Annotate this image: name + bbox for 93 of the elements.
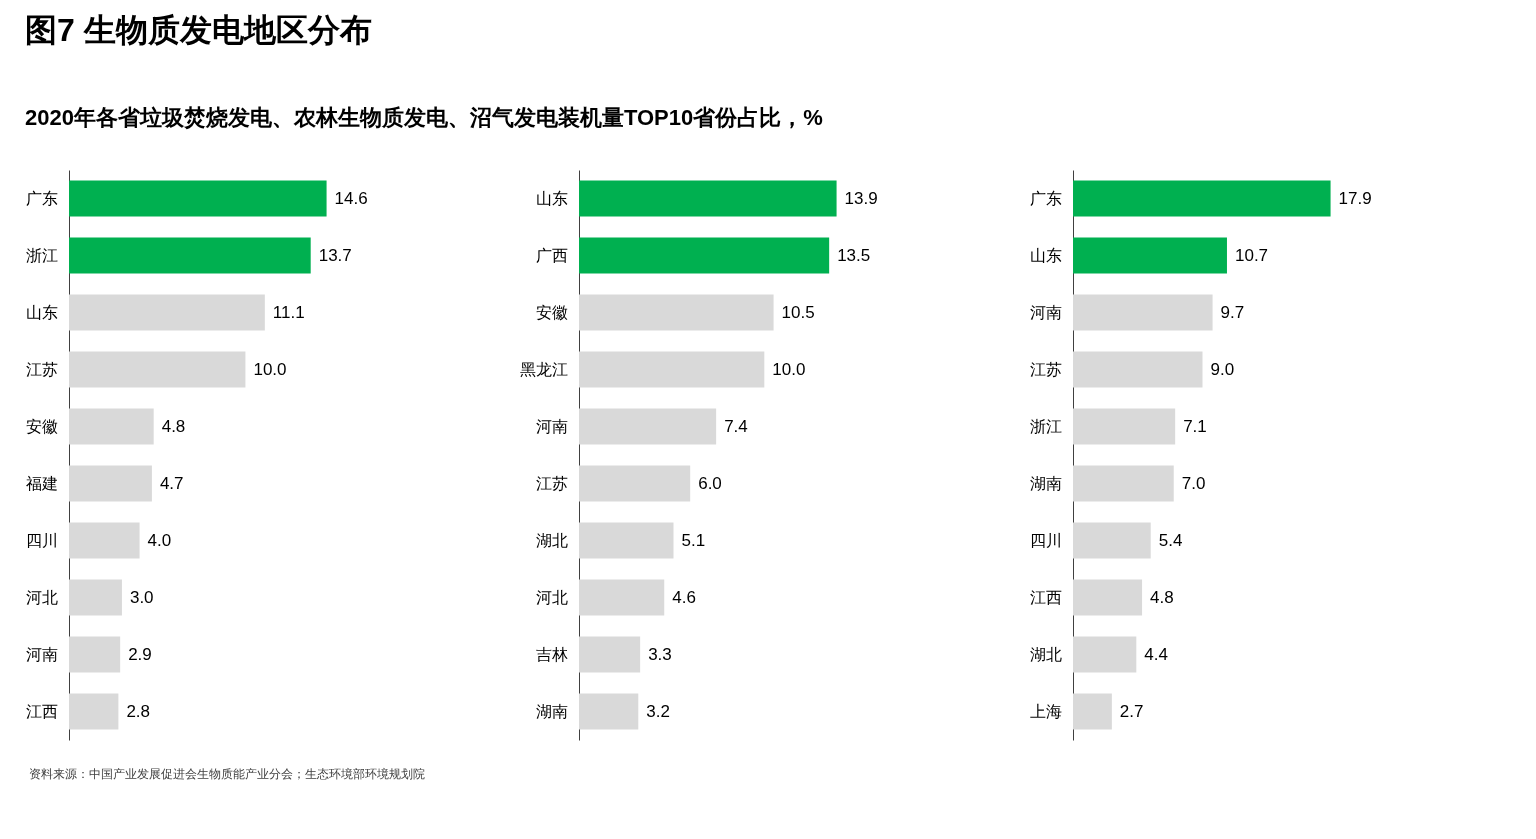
- bar: [69, 408, 154, 445]
- data-label: 7.1: [1183, 416, 1207, 436]
- y-tick-label: 福建: [25, 474, 58, 492]
- y-tick-label: 浙江: [1029, 417, 1062, 435]
- data-label: 2.7: [1119, 701, 1144, 721]
- y-tick-label: 湖南: [1029, 474, 1062, 492]
- data-label: 7.4: [724, 416, 748, 436]
- y-tick-label: 四川: [1029, 531, 1062, 549]
- y-tick-label: 江苏: [25, 360, 58, 378]
- data-label: 9.7: [1220, 302, 1245, 322]
- data-label: 11.1: [272, 302, 305, 322]
- bar: [1073, 579, 1143, 616]
- bar: [1073, 465, 1174, 502]
- data-label: 4.4: [1144, 644, 1168, 664]
- text: 资料来源：中国产业发展促进会生物质能产业分会；生态环境部环境规划院: [29, 767, 425, 781]
- data-label: 9.0: [1210, 359, 1235, 379]
- bar: [69, 351, 246, 388]
- bar: [69, 636, 121, 673]
- y-tick-label: 黑龙江: [519, 360, 568, 378]
- y-tick-label: 湖南: [535, 702, 568, 720]
- bar: [69, 180, 327, 217]
- data-label: 3.0: [129, 587, 154, 607]
- y-tick-label: 山东: [25, 303, 58, 321]
- bar: [69, 522, 140, 559]
- bar: [579, 693, 639, 730]
- y-tick-label: 河北: [25, 588, 58, 606]
- bar: [69, 693, 119, 730]
- data-label: 13.7: [318, 245, 352, 265]
- y-tick-label: 吉林: [535, 645, 568, 663]
- bar: [579, 294, 774, 331]
- y-tick-label: 山东: [1029, 246, 1062, 264]
- data-label: 10.0: [253, 359, 287, 379]
- data-label: 4.8: [1150, 587, 1174, 607]
- data-label: 17.9: [1338, 188, 1372, 208]
- y-tick-label: 江西: [25, 702, 58, 720]
- data-label: 4.6: [672, 587, 696, 607]
- data-label: 10.0: [772, 359, 806, 379]
- y-tick-label: 浙江: [25, 246, 58, 264]
- data-label: 2.8: [126, 701, 151, 721]
- y-tick-label: 广东: [25, 189, 58, 207]
- data-label: 10.5: [781, 302, 815, 322]
- bar: [1073, 408, 1176, 445]
- bar: [1073, 180, 1331, 217]
- bar: [1073, 351, 1203, 388]
- data-label: 3.3: [648, 644, 672, 664]
- data-label: 13.5: [837, 245, 871, 265]
- data-label: 7.0: [1181, 473, 1206, 493]
- data-label: 10.7: [1234, 245, 1269, 265]
- bar: [579, 180, 837, 217]
- y-tick-label: 广西: [535, 246, 568, 264]
- data-label: 5.4: [1158, 530, 1183, 550]
- y-tick-label: 四川: [25, 531, 58, 549]
- bar: [1073, 294, 1213, 331]
- bar: [1073, 636, 1137, 673]
- bar: [1073, 693, 1112, 730]
- y-tick-label: 广东: [1029, 189, 1062, 207]
- bar: [69, 465, 152, 502]
- bar: [69, 579, 122, 616]
- y-tick-label: 河北: [535, 588, 568, 606]
- y-tick-label: 河南: [1029, 303, 1062, 321]
- bar: [579, 465, 691, 502]
- data-label: 6.0: [698, 473, 722, 493]
- bar: [69, 294, 265, 331]
- y-tick-label: 上海: [1029, 702, 1062, 720]
- bar: [579, 522, 674, 559]
- data-label: 5.1: [681, 530, 706, 550]
- data-label: 14.6: [334, 188, 368, 208]
- bar: [579, 408, 717, 445]
- y-tick-label: 江苏: [1029, 360, 1062, 378]
- bar: [1073, 522, 1151, 559]
- data-label: 13.9: [844, 188, 878, 208]
- bar: [1073, 237, 1227, 274]
- bar: [579, 237, 830, 274]
- data-label: 4.8: [161, 416, 186, 436]
- data-label: 3.2: [646, 701, 670, 721]
- y-tick-label: 河南: [535, 417, 568, 435]
- y-tick-label: 江西: [1029, 588, 1062, 606]
- y-tick-label: 山东: [535, 189, 568, 207]
- y-tick-label: 湖北: [535, 531, 568, 549]
- data-label: 4.0: [147, 530, 172, 550]
- bar: [579, 351, 765, 388]
- data-label: 4.7: [159, 473, 184, 493]
- y-tick-label: 江苏: [535, 474, 568, 492]
- y-tick-label: 湖北: [1029, 645, 1062, 663]
- data-label: 2.9: [128, 644, 152, 664]
- y-tick-label: 河南: [25, 645, 58, 663]
- chart-title: 图7 生物质发电地区分布: [25, 12, 372, 48]
- bar: [69, 237, 311, 274]
- bar: [579, 579, 665, 616]
- bar: [579, 636, 641, 673]
- y-tick-label: 安徽: [25, 417, 58, 435]
- y-tick-label: 安徽: [535, 303, 568, 321]
- text: 2020年各省垃圾焚烧发电、农林生物质发电、沼气发电装机量TOP10省份占比，%: [25, 105, 823, 130]
